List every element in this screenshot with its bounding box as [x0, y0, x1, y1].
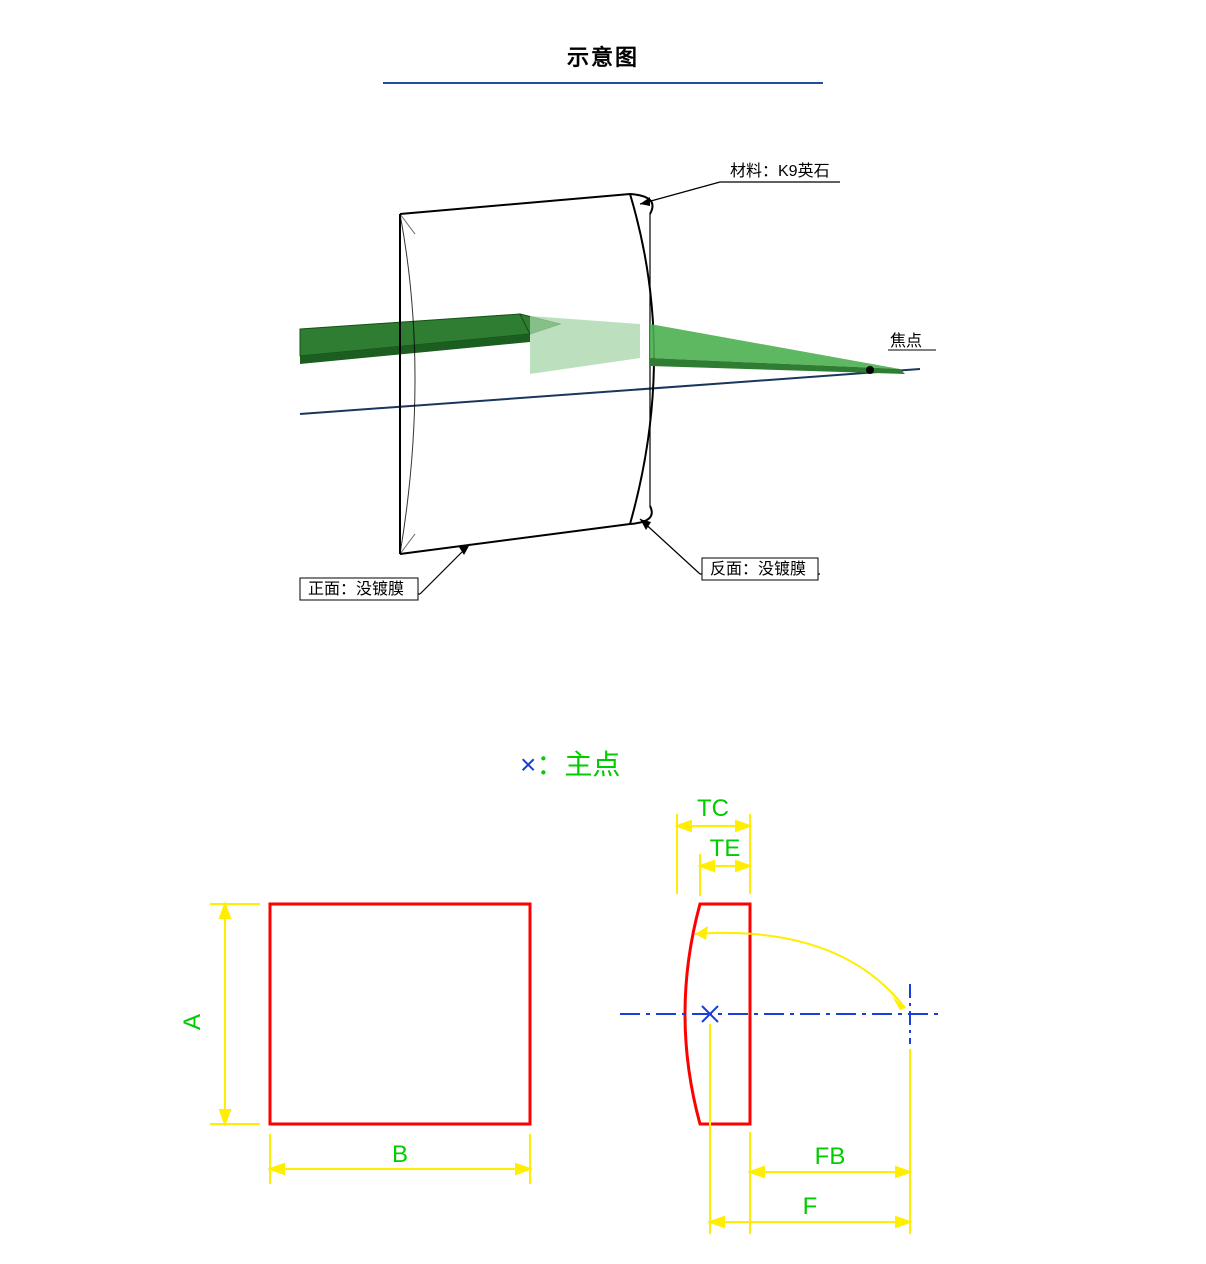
dim-A-label: A: [179, 1014, 206, 1030]
dim-FB: [750, 1049, 910, 1234]
diagram-area: 材料：K9英石 焦点 反面：没镀膜 正面：没镀膜 ×：主点: [0, 84, 1206, 1264]
dim-A: [210, 904, 260, 1124]
dim-B-label: B: [392, 1141, 408, 1168]
ortho-group: A B: [179, 795, 940, 1234]
legend-symbol: ×：主点: [520, 749, 620, 780]
callout-front-label: 正面：没镀膜: [308, 580, 404, 598]
dim-F-label: F: [803, 1193, 818, 1220]
radius-arc-arrow-icon: [892, 996, 905, 1010]
callout-back-label: 反面：没镀膜: [710, 560, 806, 578]
front-view: A B: [179, 904, 530, 1184]
callout-back: 反面：没镀膜: [640, 519, 820, 580]
iso-lens-group: 材料：K9英石 焦点 反面：没镀膜 正面：没镀膜: [300, 162, 936, 600]
radius-arc-arrow2-icon: [695, 926, 708, 940]
dim-TC-label: TC: [697, 795, 729, 822]
title-block: 示意图: [0, 0, 1206, 84]
callout-focus: 焦点: [888, 332, 936, 350]
diagram-svg: 材料：K9英石 焦点 反面：没镀膜 正面：没镀膜 ×：主点: [0, 84, 1206, 1264]
side-view: TC TE FB: [620, 795, 940, 1234]
dim-FB-label: FB: [815, 1143, 846, 1170]
radius-arc: [695, 933, 905, 1008]
legend: ×：主点: [520, 749, 620, 780]
callout-material-label: 材料：K9英石: [730, 162, 830, 180]
front-rect: [270, 904, 530, 1124]
beam-converging: [650, 324, 905, 374]
beam-incoming: [300, 314, 560, 364]
page-title: 示意图: [0, 40, 1206, 72]
focus-point-icon: [866, 366, 874, 374]
callout-focus-label: 焦点: [890, 332, 922, 350]
callout-front: 正面：没镀膜: [300, 544, 470, 600]
beam-inside-lens: [530, 316, 640, 374]
dim-TE-label: TE: [710, 835, 741, 862]
lens-body: [400, 194, 654, 554]
callout-material: 材料：K9英石: [640, 162, 840, 206]
optical-axis-line: [300, 369, 920, 414]
